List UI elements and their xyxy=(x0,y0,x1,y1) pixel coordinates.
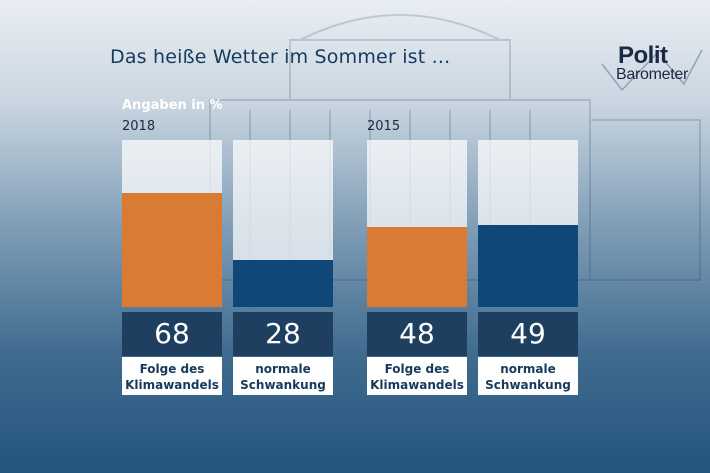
bar-2015-climate-change xyxy=(367,226,467,307)
value-label-2015-normal-fluctuation: 49 xyxy=(478,312,578,356)
logo-text-bottom: Barometer xyxy=(616,66,688,83)
checkmark-icon xyxy=(601,49,703,92)
group-label-2015: 2015 xyxy=(367,119,401,134)
value-label-2015-climate-change: 48 xyxy=(367,312,467,356)
value-label-2018-climate-change: 68 xyxy=(122,312,222,356)
politbarometer-logo: Polit Barometer xyxy=(600,42,704,92)
category-label-2015-climate-change: Folge des Klimawandels xyxy=(367,357,467,395)
value-label-2018-normal-fluctuation: 28 xyxy=(233,312,333,356)
bar-2018-normal-fluctuation xyxy=(233,260,333,307)
logo-text-top: Polit xyxy=(618,42,668,69)
group-label-2018: 2018 xyxy=(122,119,156,134)
bar-2018-climate-change xyxy=(122,193,222,307)
category-label-2015-normal-fluctuation: normale Schwankung xyxy=(478,357,578,395)
chart-title: Das heiße Wetter im Sommer ist ... xyxy=(110,46,451,68)
category-label-2018-climate-change: Folge des Klimawandels xyxy=(122,357,222,395)
bar-2015-normal-fluctuation xyxy=(478,225,578,307)
category-label-2018-normal-fluctuation: normale Schwankung xyxy=(233,357,333,395)
unit-label: Angaben in % xyxy=(122,98,223,113)
